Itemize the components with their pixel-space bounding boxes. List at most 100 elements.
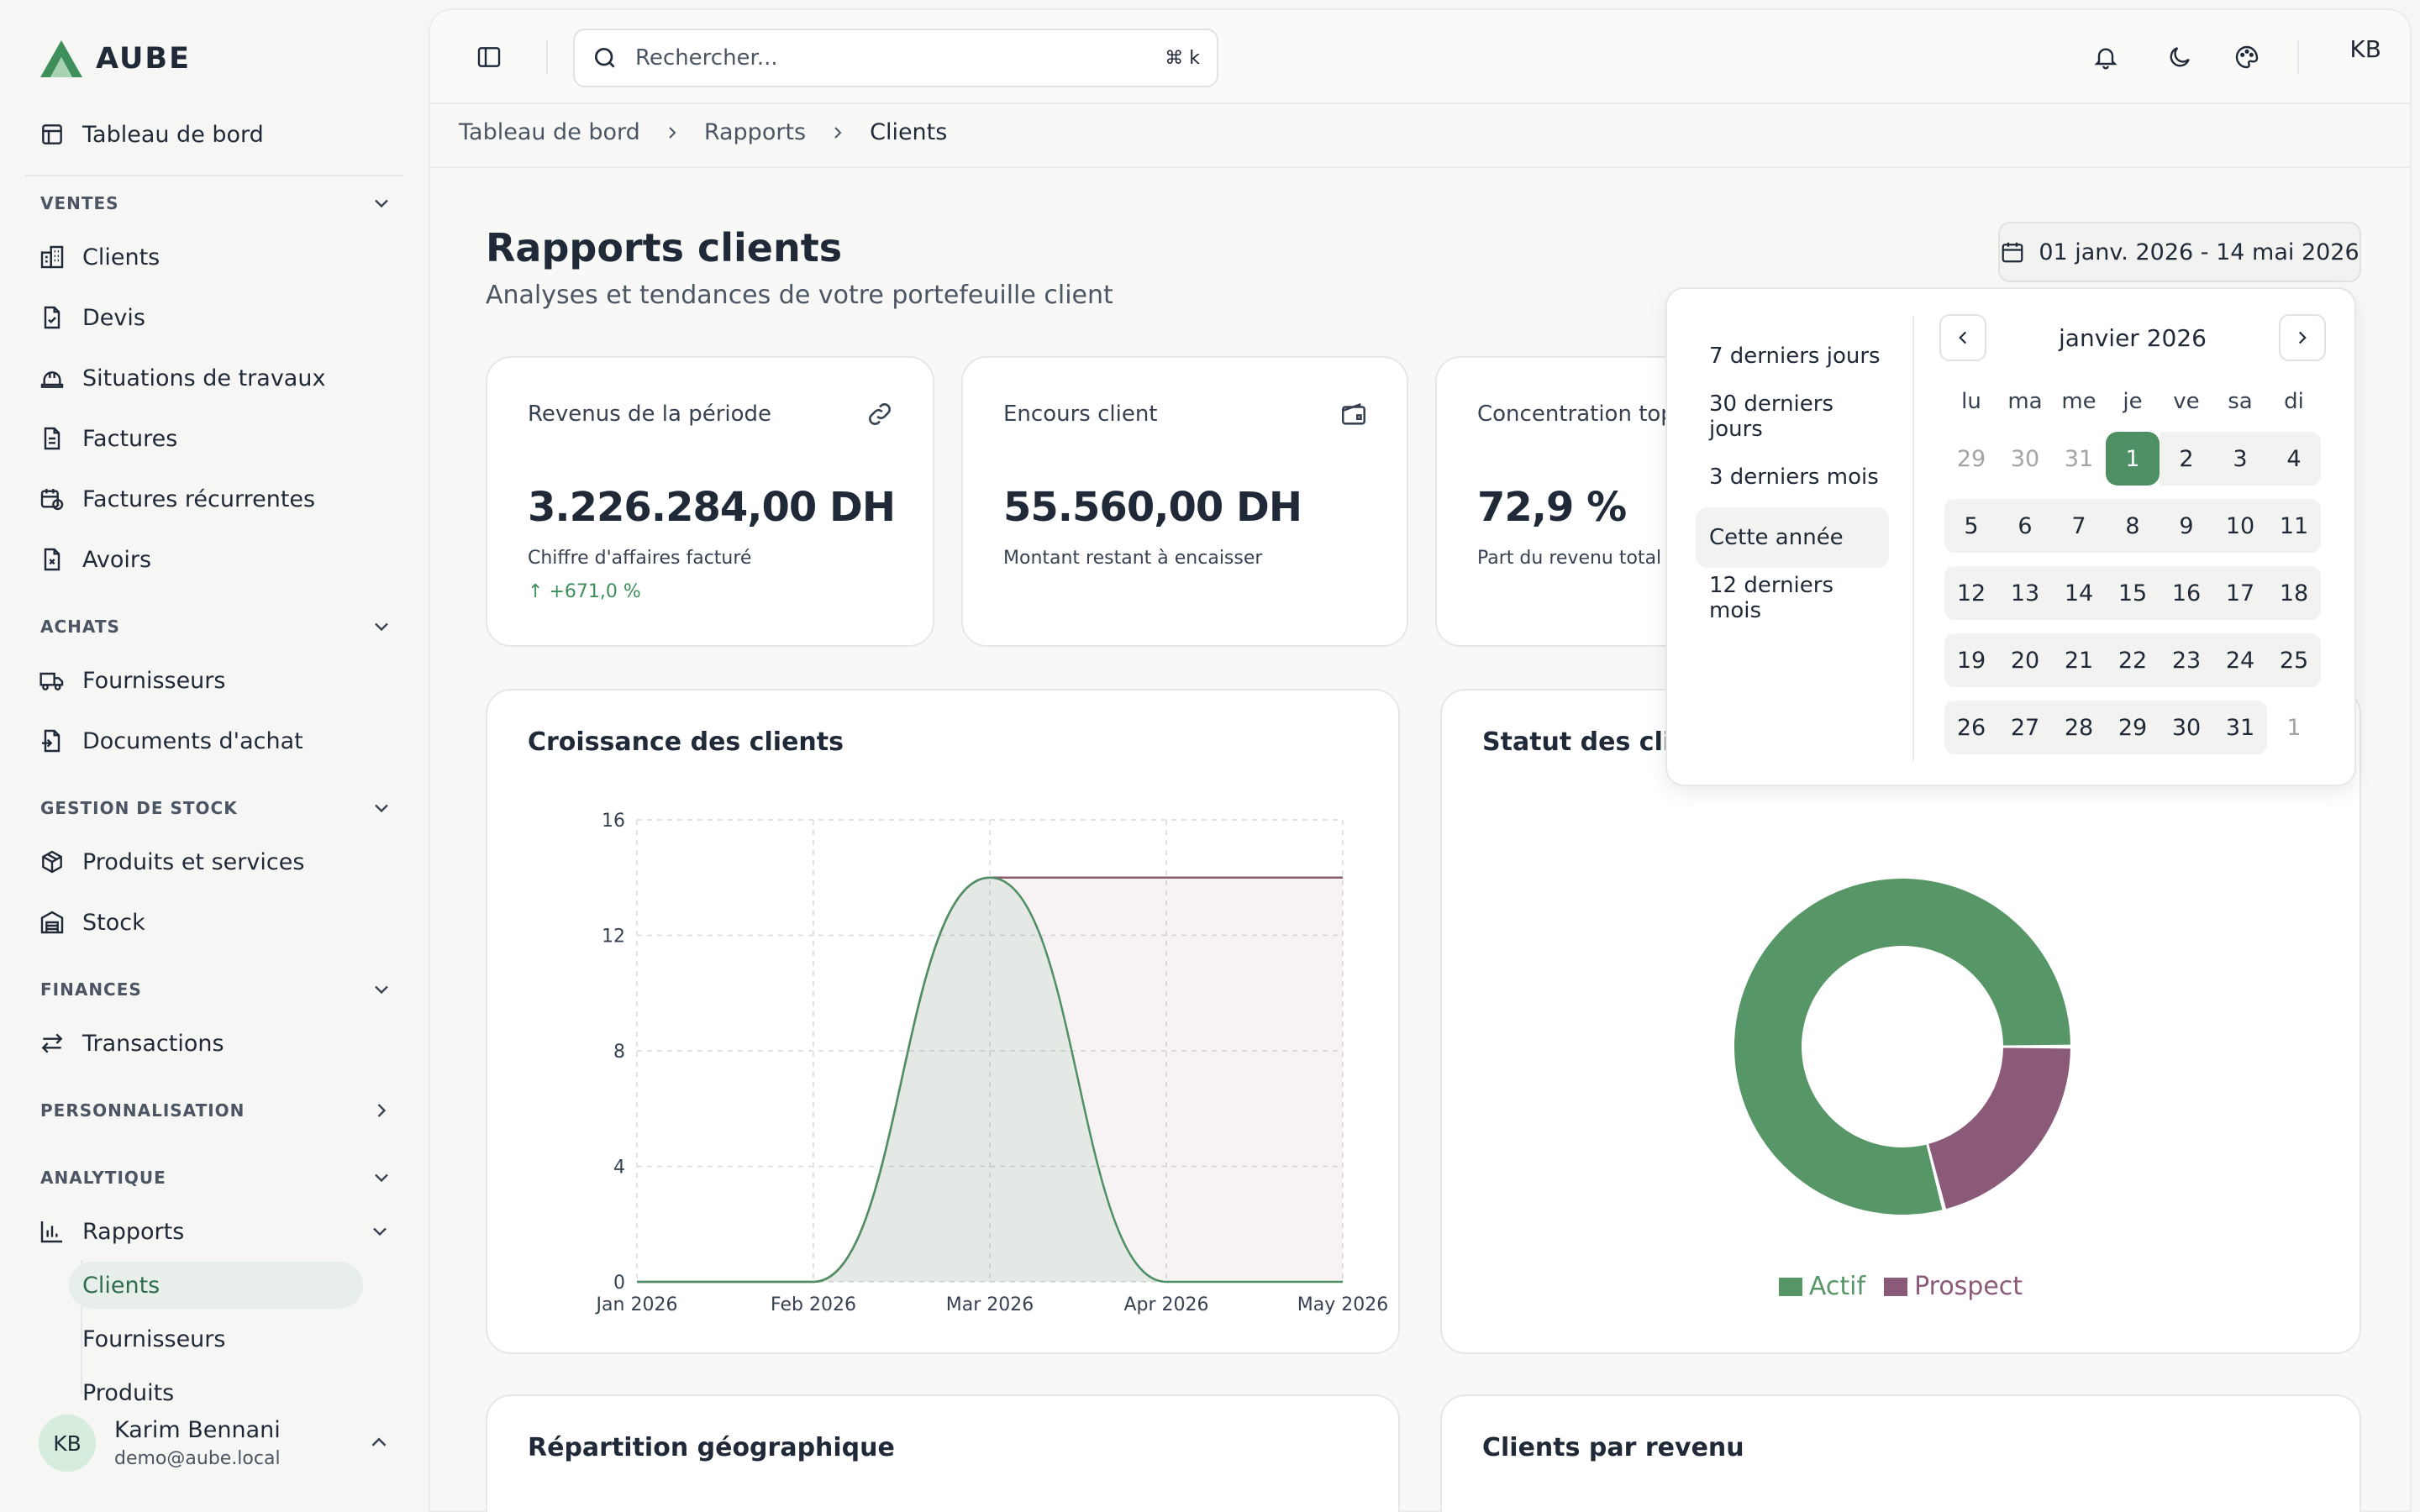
preset-12-months[interactable]: 12 derniers mois — [1709, 573, 1834, 623]
calendar-day[interactable]: 15 — [2106, 566, 2160, 620]
calendar-day[interactable]: 25 — [2267, 633, 2321, 687]
building-icon — [40, 245, 64, 269]
calendar-day[interactable]: 30 — [2010, 445, 2040, 472]
sidebar-item-label: Fournisseurs — [82, 667, 226, 694]
calendar-day[interactable]: 11 — [2267, 499, 2321, 553]
date-range-button[interactable]: 01 janv. 2026 - 14 mai 2026 — [1998, 222, 2361, 282]
sidebar-toggle-icon — [477, 47, 501, 67]
calendar-grid: lu ma me je ve sa di 29 30 31 1 2 3 4 5 6 7 8 9 10 11 12 13 14 1… — [1944, 378, 2323, 761]
pie-slice-prospect — [1928, 1047, 2070, 1210]
calendar-day[interactable]: 3 — [2213, 432, 2267, 486]
calendar-day[interactable]: 29 — [2106, 701, 2160, 754]
section-personnalisation[interactable]: PERSONNALISATION — [40, 1099, 393, 1122]
calendar-day[interactable]: 12 — [1944, 566, 1998, 620]
calendar-day[interactable]: 6 — [1998, 499, 2052, 553]
search-bar[interactable]: ⌘ k — [573, 29, 1218, 87]
user-menu[interactable]: KB Karim Bennani demo@aube.local — [39, 1415, 392, 1472]
preset-30-days[interactable]: 30 derniers jours — [1709, 391, 1834, 442]
theme-toggle-button[interactable] — [2163, 40, 2196, 74]
sidebar-item-produits[interactable]: Produits et services — [39, 843, 304, 880]
notifications-button[interactable] — [2089, 40, 2123, 74]
sidebar-subitem-produits[interactable]: Produits — [82, 1379, 175, 1406]
preset-3-months[interactable]: 3 derniers mois — [1709, 465, 1879, 490]
calendar-day[interactable]: 31 — [2213, 701, 2267, 754]
calendar-day[interactable]: 16 — [2160, 566, 2213, 620]
divider — [2297, 40, 2299, 74]
sidebar-item-documents-achat[interactable]: Documents d'achat — [39, 722, 303, 759]
calendar-day[interactable]: 23 — [2160, 633, 2213, 687]
sidebar-item-fournisseurs[interactable]: Fournisseurs — [39, 662, 225, 699]
calendar-day[interactable]: 8 — [2106, 499, 2160, 553]
breadcrumb-item[interactable]: Tableau de bord — [459, 119, 640, 145]
section-analytique[interactable]: ANALYTIQUE — [40, 1166, 393, 1189]
sidebar-item-factures-recurrentes[interactable]: Factures récurrentes — [39, 480, 315, 517]
calendar-day[interactable]: 2 — [2160, 432, 2213, 486]
calendar-day[interactable]: 29 — [1956, 445, 1986, 472]
calendar-day[interactable]: 7 — [2052, 499, 2106, 553]
calendar-day[interactable]: 21 — [2052, 633, 2106, 687]
divider — [25, 175, 403, 176]
calendar-day[interactable]: 4 — [2267, 432, 2321, 486]
weekday-label: je — [2123, 389, 2143, 414]
preset-7-days[interactable]: 7 derniers jours — [1709, 344, 1881, 369]
section-finances[interactable]: FINANCES — [40, 978, 393, 1001]
submenu-line — [81, 1260, 82, 1394]
weekday-row: lu ma me je ve sa di — [1944, 378, 2323, 425]
sidebar-subitem-fournisseurs[interactable]: Fournisseurs — [82, 1326, 226, 1352]
palette-button[interactable] — [2230, 40, 2264, 74]
sidebar-item-transactions[interactable]: Transactions — [39, 1025, 224, 1062]
toggle-sidebar-button[interactable] — [472, 40, 506, 74]
sidebar-item-situations[interactable]: Situations de travaux — [39, 360, 325, 396]
divider — [546, 40, 548, 74]
calendar-day[interactable]: 28 — [2052, 701, 2106, 754]
brand-logo[interactable]: AUBE — [39, 39, 191, 79]
calendar-day[interactable]: 1 — [2286, 714, 2302, 741]
preset-this-year[interactable]: Cette année — [1696, 507, 1889, 568]
calendar-day[interactable]: 19 — [1944, 633, 1998, 687]
next-month-button[interactable] — [2279, 314, 2326, 361]
sidebar-item-rapports[interactable]: Rapports — [39, 1213, 392, 1250]
calendar-day[interactable]: 9 — [2160, 499, 2213, 553]
calendar-day[interactable]: 17 — [2213, 566, 2267, 620]
section-ventes[interactable]: VENTES — [40, 192, 393, 215]
palette-icon — [2235, 45, 2259, 69]
sidebar-item-label: Avoirs — [82, 546, 152, 573]
section-title: PERSONNALISATION — [40, 1100, 245, 1121]
calendar-day[interactable]: 22 — [2106, 633, 2160, 687]
link-icon — [869, 403, 891, 425]
calendar-day[interactable]: 18 — [2267, 566, 2321, 620]
legend-item-actif: Actif — [1778, 1272, 1865, 1301]
calendar-day[interactable]: 26 — [1944, 701, 1998, 754]
sidebar-item-dashboard[interactable]: Tableau de bord — [39, 116, 264, 153]
previous-month-button[interactable] — [1939, 314, 1986, 361]
sidebar-item-stock[interactable]: Stock — [39, 904, 145, 941]
sidebar-item-devis[interactable]: Devis — [39, 299, 145, 336]
avatar[interactable]: KB — [2349, 35, 2381, 63]
calendar-day[interactable]: 5 — [1944, 499, 1998, 553]
section-stock[interactable]: GESTION DE STOCK — [40, 796, 393, 820]
calendar-day[interactable]: 20 — [1998, 633, 2052, 687]
calendar-week: 12 13 14 15 16 17 18 — [1944, 559, 2323, 627]
calendar-day[interactable]: 30 — [2160, 701, 2213, 754]
sidebar-item-avoirs[interactable]: Avoirs — [39, 541, 151, 578]
calendar-day[interactable]: 1 — [2106, 432, 2160, 486]
chevron-down-icon — [375, 804, 388, 813]
calendar-day[interactable]: 27 — [1998, 701, 2052, 754]
sidebar-item-factures[interactable]: Factures — [39, 420, 177, 457]
moon-icon — [2170, 47, 2190, 67]
breadcrumb-item[interactable]: Rapports — [703, 119, 807, 145]
warehouse-icon — [40, 911, 64, 934]
calendar-day[interactable]: 24 — [2213, 633, 2267, 687]
calendar-day[interactable]: 31 — [2064, 445, 2094, 472]
chevron-right-icon — [834, 126, 842, 139]
calendar-day[interactable]: 10 — [2213, 499, 2267, 553]
sidebar-item-clients[interactable]: Clients — [39, 239, 160, 276]
calendar-day[interactable]: 13 — [1998, 566, 2052, 620]
kpi-description: Montant restant à encaisser — [1003, 548, 1263, 569]
search-input[interactable] — [635, 45, 1165, 71]
section-title: ACHATS — [40, 617, 120, 637]
sidebar-subitem-clients[interactable]: Clients — [69, 1262, 363, 1309]
calendar-day[interactable]: 14 — [2052, 566, 2106, 620]
section-achats[interactable]: ACHATS — [40, 615, 393, 638]
page-title: Rapports clients — [486, 225, 843, 270]
